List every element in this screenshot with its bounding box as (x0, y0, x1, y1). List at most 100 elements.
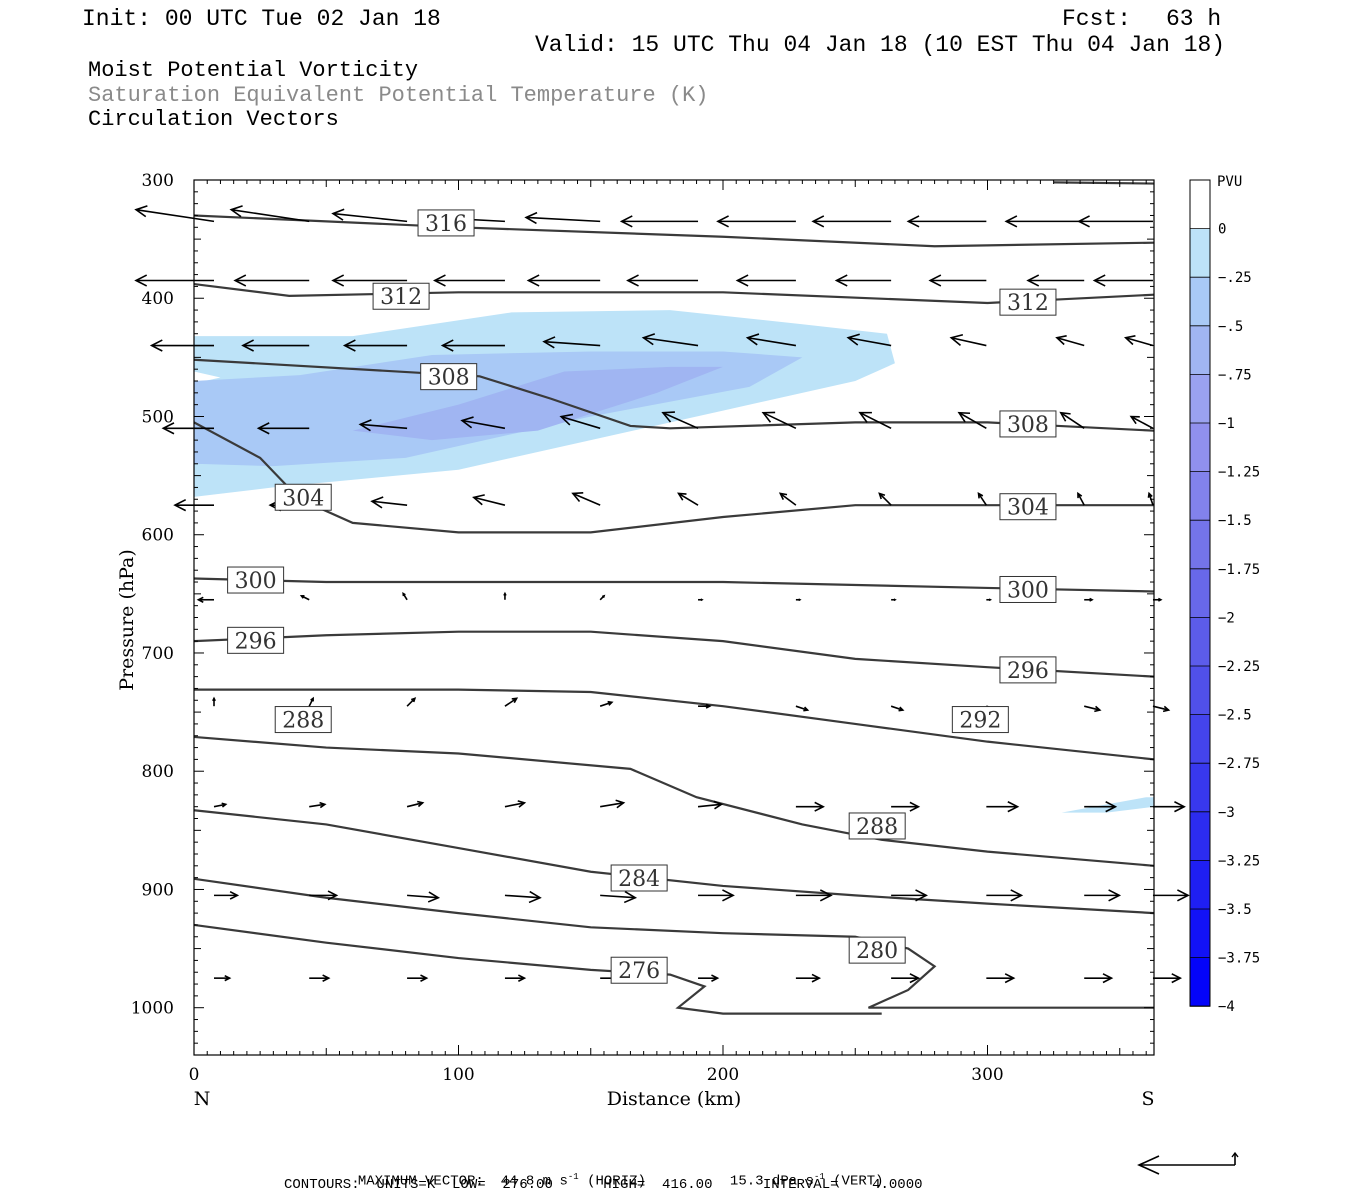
wind-vector-head (517, 800, 527, 808)
wind-vector (599, 594, 606, 601)
wind-vector (834, 274, 892, 287)
colorbar-swatch (1190, 423, 1210, 472)
theta-label: 292 (951, 706, 1009, 734)
wind-vector-head (331, 274, 345, 287)
wind-vector (858, 411, 892, 430)
wind-vector (233, 274, 310, 287)
wind-vector (761, 411, 797, 430)
colorbar-tick-label: −3.25 (1218, 853, 1260, 869)
wind-vector (698, 889, 735, 902)
colorbar-tick-label: −2 (1218, 610, 1235, 626)
colorbar-swatch (1190, 666, 1210, 715)
wind-vector-shaft (231, 208, 310, 223)
wind-vector-head (327, 890, 339, 901)
pv-colorbar: 0 −.25 −.5 −.75 −1 −1.25 −1.5 −1.75 −2 −2.25 −2.5 −… (1189, 179, 1260, 1015)
wind-vector-shaft (406, 697, 416, 707)
wind-vector (342, 339, 408, 352)
wind-vector-head (834, 274, 848, 287)
wind-vector (599, 700, 614, 707)
y-axis-title: Pressure (hPa) (116, 549, 138, 691)
wind-vector-head (988, 598, 993, 602)
wind-vector (949, 333, 987, 347)
wind-vector (661, 411, 699, 430)
theta-label-box (848, 812, 906, 840)
wind-vector-head (722, 889, 735, 902)
wind-vector (504, 697, 519, 707)
wind-vector-head (440, 339, 454, 352)
max-vert-exponent: -1 (813, 1172, 825, 1182)
wind-vector (846, 333, 892, 347)
wind-vector-head (1094, 705, 1102, 713)
theta-contour-292 (194, 688, 1154, 761)
wind-vector-head (705, 703, 712, 709)
wind-vector (1152, 801, 1186, 813)
wind-vector-head (928, 274, 942, 287)
wind-vector (309, 890, 339, 901)
theta-label: 312 (372, 282, 430, 310)
wind-vector-head (977, 492, 984, 499)
wind-vector-shaft (795, 705, 808, 711)
theta-label-text: 296 (235, 629, 277, 654)
theta-label-text: 308 (1007, 413, 1049, 438)
colorbar-tick-label: −.5 (1218, 319, 1243, 335)
wind-vector (212, 696, 216, 707)
theta-label-box (848, 936, 906, 964)
wind-vector (891, 801, 921, 812)
wind-vector (735, 274, 796, 287)
wind-vector-head (319, 801, 327, 809)
wind-vector (1092, 274, 1153, 287)
wind-vector (1077, 491, 1085, 506)
colorbar-tick-label: −1.75 (1218, 562, 1260, 578)
wind-vector-head (1004, 215, 1018, 228)
field-title-pv: Moist Potential Vorticity (88, 58, 419, 83)
y-tick-label: 1000 (131, 999, 174, 1019)
y-tick-label: 500 (142, 407, 174, 427)
wind-vector-head (526, 274, 540, 287)
theta-label-box (227, 566, 285, 594)
theta-label-box (999, 656, 1057, 684)
wind-vector (309, 801, 327, 809)
wind-vector (460, 416, 506, 430)
wind-vector-head (229, 890, 240, 900)
colorbar-tick-label: −2.5 (1218, 708, 1252, 724)
wind-vector-shaft (599, 701, 613, 707)
wind-vector-head (518, 974, 527, 982)
wind-vector-head (221, 802, 228, 808)
wind-vector (891, 973, 921, 984)
wind-vector-head (233, 274, 247, 287)
wind-vector (600, 890, 638, 904)
wind-vector (795, 801, 825, 812)
theta-label-text: 312 (380, 285, 422, 310)
wind-vector (331, 208, 408, 223)
wind-vector (986, 973, 1016, 984)
wind-vector (677, 492, 699, 506)
theta-label-text: 280 (856, 939, 898, 964)
theta-label-text: 304 (1007, 496, 1049, 521)
wind-vector (1084, 889, 1122, 902)
wind-vector (891, 598, 897, 602)
theta-label-box (274, 483, 332, 511)
wind-vector (299, 595, 310, 601)
wind-vector (406, 800, 425, 808)
theta-label-text: 304 (282, 486, 324, 511)
wind-vector-head (957, 411, 971, 423)
y-tick-label: 900 (142, 880, 174, 900)
colorbar-tick-label: 0 (1218, 222, 1226, 238)
wind-vector-shaft (762, 411, 797, 430)
theta-label: 300 (999, 575, 1057, 603)
wind-vector-head (893, 598, 897, 602)
theta-label-text: 296 (1007, 659, 1049, 684)
wind-vector-head (1089, 597, 1094, 602)
field-title-vectors: Circulation Vectors (88, 107, 339, 132)
pv-region (1061, 797, 1154, 813)
wind-vector (795, 889, 833, 902)
theta-label-text: 308 (428, 366, 470, 391)
wind-vector-head (1077, 215, 1090, 228)
theta-label-text: 284 (618, 867, 660, 892)
wind-vector-head (745, 333, 760, 346)
theta-label-box (227, 626, 285, 654)
wind-vector-shaft (878, 492, 892, 506)
wind-vector-head (241, 339, 254, 352)
wind-vector-head (571, 491, 584, 502)
theta-label-box (999, 288, 1057, 316)
